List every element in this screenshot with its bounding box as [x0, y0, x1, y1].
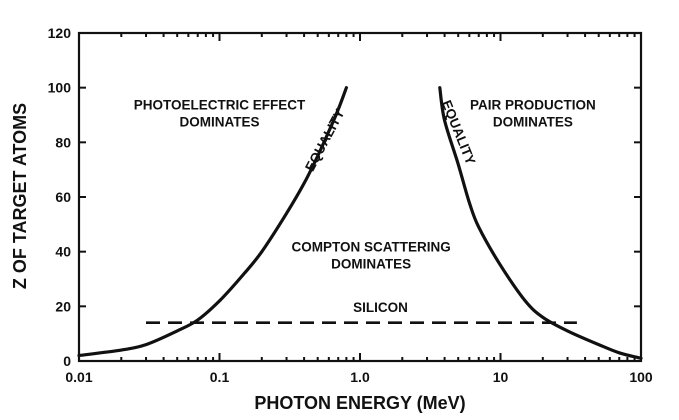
x-tick-label: 100 — [629, 369, 653, 385]
y-tick-label: 0 — [63, 353, 71, 369]
annotation-label: PHOTOELECTRIC EFFECT DOMINATES — [134, 98, 306, 130]
x-tick-label: 0.01 — [65, 369, 92, 385]
y-tick-label: 20 — [55, 298, 71, 314]
annotation-line: DOMINATES — [331, 257, 411, 272]
annotation-line: EQUALITY — [302, 107, 347, 174]
pair-production-equality-curve — [438, 86, 643, 360]
annotation-line: PAIR PRODUCTION — [470, 98, 596, 113]
annotation-label: COMPTON SCATTERING DOMINATES — [291, 240, 450, 272]
y-tick-label: 40 — [55, 244, 71, 260]
annotation-label: SILICON — [353, 300, 408, 315]
x-axis-title: PHOTON ENERGY (MeV) — [254, 393, 465, 413]
y-axis-title: Z OF TARGET ATOMS — [10, 103, 30, 289]
y-tick-label: 60 — [55, 189, 71, 205]
photoelectric-equality-curve — [77, 86, 348, 358]
annotation-label: EQUALITY — [302, 107, 347, 174]
annotation-line: DOMINATES — [493, 114, 573, 129]
annotation-line: DOMINATES — [180, 114, 260, 129]
x-tick-label: 1.0 — [350, 369, 370, 385]
annotation-line: PHOTOELECTRIC EFFECT — [134, 98, 306, 113]
x-tick-label: 0.1 — [210, 369, 230, 385]
x-tick-label: 10 — [493, 369, 509, 385]
y-tick-label: 120 — [48, 25, 72, 41]
annotation-line: SILICON — [353, 300, 408, 315]
annotation-label: PAIR PRODUCTION DOMINATES — [470, 98, 596, 130]
y-tick-label: 100 — [48, 80, 72, 96]
annotation-line: COMPTON SCATTERING — [291, 240, 450, 255]
y-tick-label: 80 — [55, 134, 71, 150]
